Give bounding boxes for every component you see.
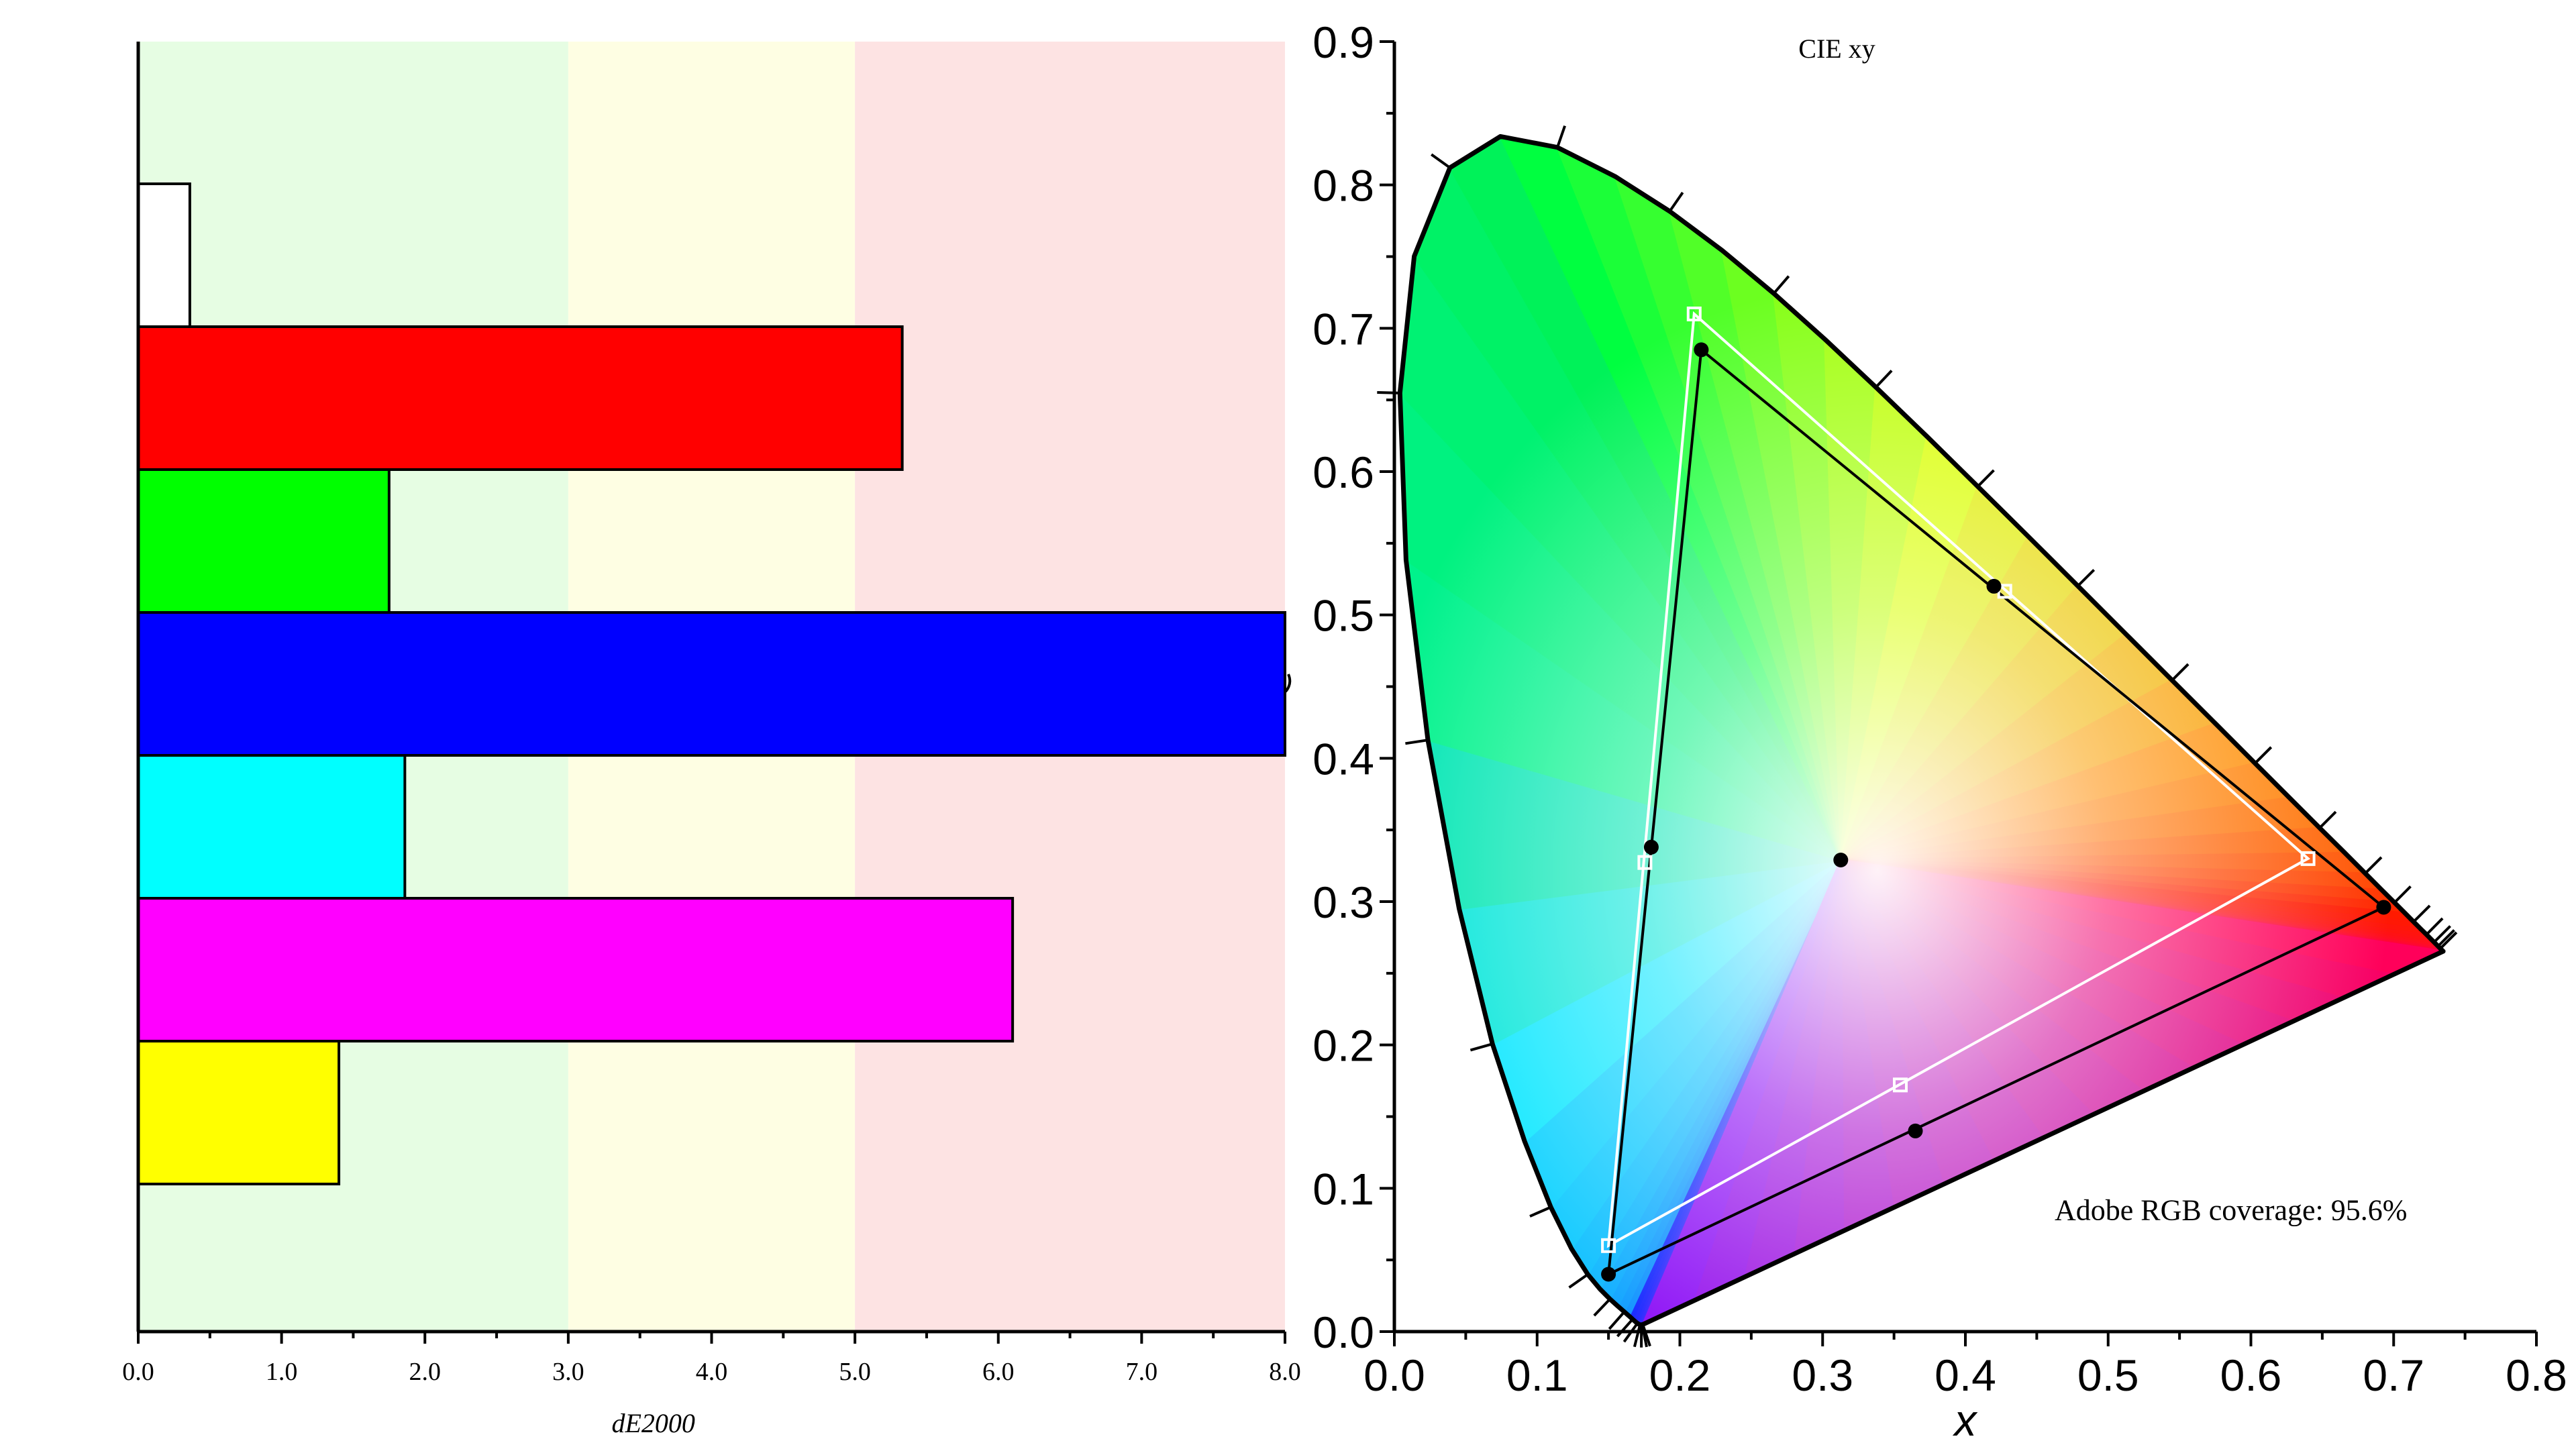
bar-5 bbox=[137, 897, 1015, 1042]
bar-tick-label: 4.0 bbox=[696, 1358, 728, 1386]
wavelength-tick bbox=[1568, 1273, 1589, 1289]
wavelength-tick bbox=[1405, 739, 1429, 745]
wavelength-tick bbox=[1772, 275, 1790, 294]
bar-tick-label: 6.0 bbox=[982, 1358, 1015, 1386]
wavelength-tick bbox=[2412, 904, 2431, 923]
reference-point bbox=[1893, 1077, 1908, 1093]
white-point bbox=[1833, 853, 1849, 867]
spectral-locus-outline bbox=[1397, 133, 2446, 1328]
reference-point bbox=[1601, 1238, 1616, 1253]
cie-x-axis-label: x bbox=[1953, 1395, 1978, 1445]
measured-point bbox=[1643, 839, 1659, 855]
cie-y-tick-label: 0.7 bbox=[1312, 304, 1374, 354]
bar-x-ticks: 0.0 1.0 2.0 3.0 4.0 5.0 6.0 7.0 8.0 bbox=[122, 1332, 1301, 1386]
measured-gamut-triangle bbox=[1606, 347, 2387, 1277]
wavelength-tick bbox=[1633, 1324, 1642, 1348]
measured-point bbox=[2376, 900, 2391, 915]
measured-point bbox=[1601, 1267, 1616, 1282]
cie-x-tick-label: 0.0 bbox=[1363, 1350, 1425, 1400]
cie-y-tick-label: 0.4 bbox=[1312, 734, 1374, 784]
cie-x-tick-label: 0.7 bbox=[2363, 1350, 2424, 1400]
coverage-annotation: Adobe RGB coverage: 95.6% bbox=[2055, 1193, 2407, 1226]
cie-y-tick-label: 0.6 bbox=[1312, 447, 1374, 497]
wavelength-tick bbox=[1641, 1324, 1648, 1348]
wavelength-tick bbox=[2433, 925, 2452, 943]
cie-x-tick-label: 0.2 bbox=[1649, 1350, 1711, 1400]
cie-ticks: 0.0 0.1 0.2 0.3 0.4 0.5 0.6 0.7 0.8 0.0 0.1 0.2 0.3 0… bbox=[1312, 17, 2567, 1400]
wavelength-tick bbox=[2425, 917, 2444, 936]
cie-y-tick-label: 0.3 bbox=[1312, 877, 1374, 927]
measured-point bbox=[1908, 1123, 1923, 1138]
cie-xy-chart: 0.0 0.1 0.2 0.3 0.4 0.5 0.6 0.7 0.8 0.0 0.1 0.2 0.3 0… bbox=[1312, 17, 2567, 1445]
measured-point bbox=[1986, 578, 2002, 594]
bar-tick-label: 0.0 bbox=[122, 1358, 154, 1386]
wavelength-tick bbox=[1556, 125, 1566, 148]
cie-x-tick-label: 0.4 bbox=[1935, 1350, 1996, 1400]
cie-y-tick-label: 0.0 bbox=[1312, 1307, 1374, 1357]
spectral-locus-fill bbox=[1400, 136, 2444, 1325]
cie-y-tick-label: 0.8 bbox=[1312, 161, 1374, 211]
bar-x-axis-label: dE2000 bbox=[611, 1408, 694, 1438]
wavelength-tick bbox=[2318, 810, 2337, 829]
wavelength-tick bbox=[2077, 569, 2096, 587]
dE2000-bar-chart: 0.0 1.0 2.0 3.0 4.0 5.0 6.0 7.0 8.0 dE2000 bbox=[122, 42, 1301, 1438]
wavelength-tick bbox=[1529, 1205, 1551, 1218]
wavelength-tick bbox=[1377, 391, 1400, 394]
measured-point bbox=[1694, 342, 1709, 358]
cie-chart-title: CIE xy bbox=[1798, 34, 1875, 64]
bar-tick-label: 5.0 bbox=[839, 1358, 871, 1386]
cie-y-tick-label: 0.9 bbox=[1312, 17, 1374, 67]
wavelength-tick bbox=[2364, 856, 2383, 875]
wavelength-tick bbox=[1431, 153, 1451, 169]
cie-x-tick-label: 0.5 bbox=[2077, 1350, 2139, 1400]
wavelength-tick bbox=[1608, 1311, 1626, 1330]
gamut-series bbox=[1601, 307, 2391, 1282]
bar-1 bbox=[137, 325, 904, 471]
wavelength-tick bbox=[1668, 191, 1684, 213]
cie-y-tick-label: 0.1 bbox=[1312, 1164, 1374, 1214]
wavelength-tick bbox=[2436, 929, 2455, 947]
cie-y-tick-label: 0.2 bbox=[1312, 1021, 1374, 1071]
bar-4 bbox=[137, 754, 407, 900]
bar-clip-mark bbox=[1284, 674, 1292, 693]
wavelength-ticks bbox=[1377, 125, 2458, 1348]
wavelength-tick bbox=[2393, 885, 2412, 904]
reference-point bbox=[1686, 307, 1702, 321]
white-glow bbox=[1400, 136, 2444, 1325]
cie-y-tick-label: 0.5 bbox=[1312, 591, 1374, 641]
wavelength-tick bbox=[1593, 1298, 1611, 1317]
reference-point bbox=[2300, 851, 2316, 866]
bar-tick-label: 2.0 bbox=[409, 1358, 442, 1386]
wavelength-tick bbox=[1875, 370, 1893, 388]
bar-tick-label: 7.0 bbox=[1126, 1358, 1158, 1386]
bar-tick-label: 3.0 bbox=[552, 1358, 584, 1386]
bar-tick-label: 1.0 bbox=[266, 1358, 298, 1386]
bar-3 bbox=[137, 611, 1286, 757]
cie-x-tick-label: 0.8 bbox=[2506, 1350, 2567, 1400]
reference-point bbox=[1637, 855, 1653, 870]
bar-6 bbox=[137, 1040, 341, 1185]
wavelength-tick bbox=[2171, 663, 2189, 682]
wavelength-tick bbox=[2439, 931, 2458, 950]
wavelength-tick bbox=[1470, 1042, 1493, 1052]
wavelength-tick bbox=[1977, 469, 1995, 488]
bar-0 bbox=[137, 182, 191, 328]
wavelength-tick bbox=[1616, 1318, 1634, 1338]
bars bbox=[137, 182, 1292, 1185]
bar-tick-label: 8.0 bbox=[1269, 1358, 1301, 1386]
cie-x-tick-label: 0.1 bbox=[1506, 1350, 1568, 1400]
cie-x-tick-label: 0.3 bbox=[1792, 1350, 1853, 1400]
bar-2 bbox=[137, 468, 391, 614]
cie-x-tick-label: 0.6 bbox=[2220, 1350, 2282, 1400]
wavelength-tick bbox=[2254, 746, 2273, 765]
